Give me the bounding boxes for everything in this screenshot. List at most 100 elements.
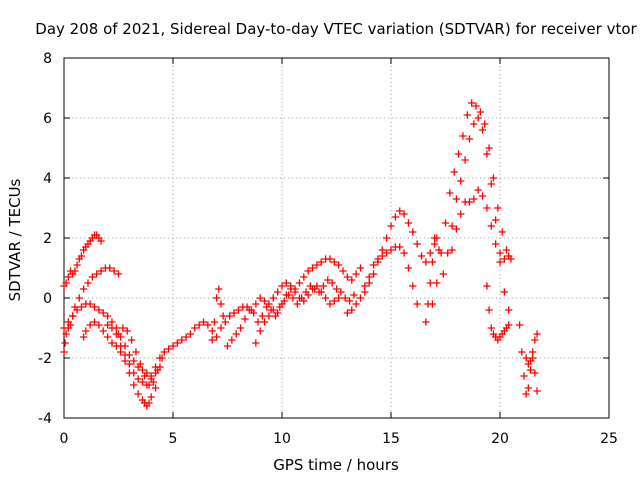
data-point [531,336,539,344]
series-arc-13 [422,234,443,326]
data-point [478,126,487,134]
data-point [64,273,73,281]
data-point [164,345,173,353]
data-point [313,282,321,290]
data-point [450,168,458,176]
data-point [90,318,99,326]
data-point [533,387,541,395]
data-point [230,309,238,317]
data-point [182,333,190,341]
data-point [304,267,312,275]
data-point [215,285,223,293]
data-point [232,330,240,338]
data-point [236,324,245,332]
data-point [278,300,286,308]
data-point [487,222,495,230]
data-point [79,333,88,341]
data-point [160,348,168,356]
data-point [468,99,476,107]
data-point [463,111,471,119]
data-point [103,333,112,341]
data-point [382,234,391,242]
x-tick-label: 5 [169,431,178,447]
data-point [221,318,229,326]
data-point [263,303,271,311]
data-point [319,282,328,290]
x-tick-label: 10 [273,431,291,447]
data-point [529,354,537,362]
data-point [79,285,88,293]
data-point [496,249,504,257]
data-point [282,279,291,287]
x-tick-label: 15 [382,431,400,447]
data-point [95,306,103,314]
data-point [330,297,338,305]
data-point [138,378,147,386]
data-point [212,294,221,302]
data-point [365,279,373,287]
data-point [505,306,513,314]
data-point [300,273,308,281]
data-point [518,348,526,356]
data-point [73,261,81,269]
data-point [282,291,291,299]
data-point [60,324,68,332]
data-point [127,336,136,344]
data-point [330,258,338,266]
data-point [250,309,258,317]
data-point [86,300,94,308]
data-point [348,306,356,314]
data-point [204,321,212,329]
data-point [110,267,118,275]
data-point [428,300,437,308]
data-point [208,327,216,335]
y-tick-label: -2 [38,351,52,367]
data-point [208,336,216,344]
data-point [413,240,421,248]
series-arc-10 [252,282,343,347]
data-point [106,264,114,272]
data-point [234,306,243,314]
data-point [304,291,312,299]
data-point [356,294,365,302]
data-point [273,309,282,317]
data-point [223,342,232,350]
data-point [522,390,530,398]
data-point [343,309,352,317]
x-axis-label: GPS time / hours [273,456,399,474]
data-point [526,366,535,374]
data-point [361,282,369,290]
data-point [300,297,308,305]
data-point [134,390,142,398]
data-point [350,291,358,299]
data-point [491,240,500,248]
series-arc-16 [448,186,513,263]
x-tick-label: 20 [491,431,509,447]
data-point [457,210,465,218]
data-point [141,372,149,380]
data-point [417,252,426,260]
data-point [260,297,269,305]
x-tick-label: 0 [60,431,69,447]
data-point [130,369,138,377]
data-point [73,306,81,314]
data-point [400,249,408,257]
data-point [212,333,221,341]
data-point [256,327,264,335]
data-point [446,189,454,197]
data-point [430,240,439,248]
data-point [287,285,295,293]
y-axis-label: SDTVAR / TECUs [6,178,24,301]
data-point [97,237,105,245]
data-point [348,276,356,284]
data-point [487,180,495,188]
data-point [99,309,107,317]
data-point [145,381,153,389]
data-point [505,321,513,329]
data-point [151,384,160,392]
data-point [226,312,234,320]
data-point [378,252,386,260]
data-point [121,357,129,365]
data-point [313,261,321,269]
series-arc-6 [114,324,166,389]
